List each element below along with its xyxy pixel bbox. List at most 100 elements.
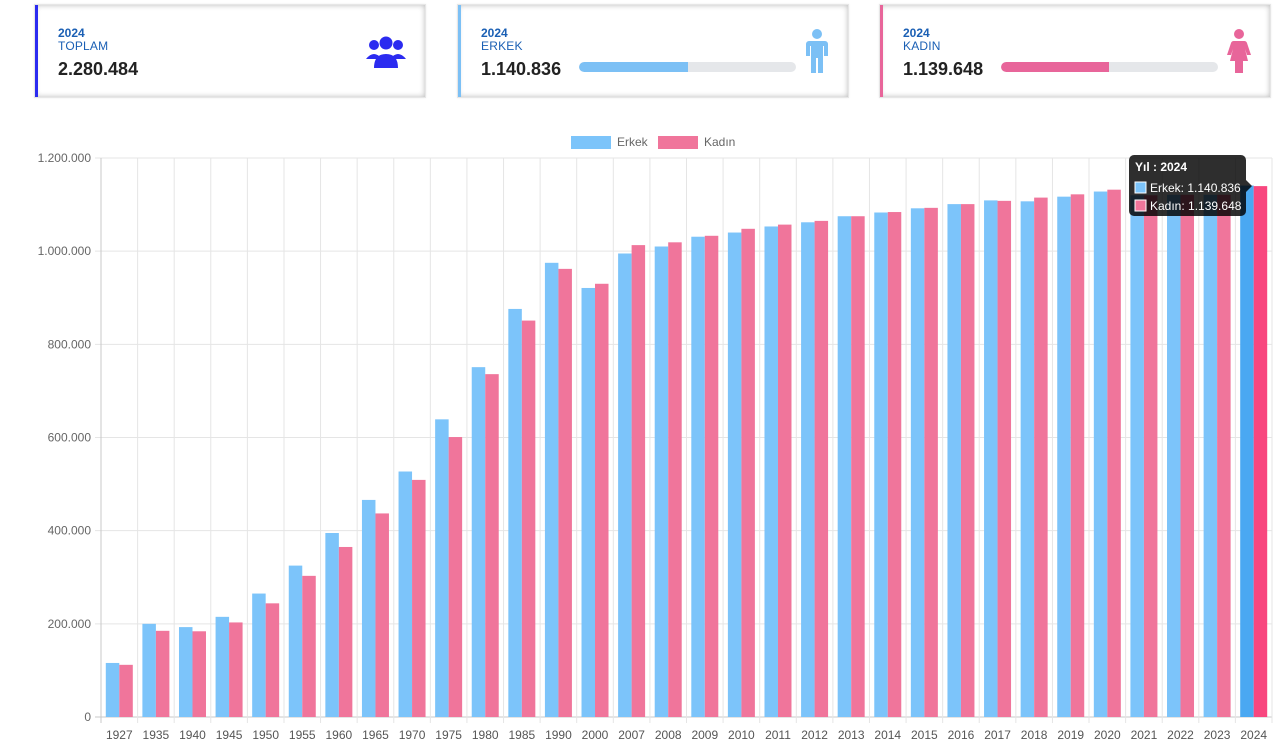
legend-swatch-1[interactable] (658, 136, 698, 149)
bar-erkek-2007[interactable] (618, 253, 632, 717)
bar-erkek-1940[interactable] (178, 627, 193, 717)
bar-kadn-2016[interactable] (960, 204, 975, 717)
bar-kadn-2024[interactable] (1253, 186, 1268, 717)
bar-erkek-2011[interactable] (764, 226, 778, 717)
chart-legend[interactable]: Erkek Kadın (571, 135, 735, 149)
x-tick-label: 1985 (508, 728, 535, 742)
bar-erkek-2009[interactable] (691, 236, 705, 717)
bar-erkek-1965[interactable] (361, 499, 376, 717)
bar-kadn-1960[interactable] (338, 546, 353, 717)
female-card: 2024 KADIN 1.139.648 (879, 4, 1271, 98)
bar-kadn-2007[interactable] (631, 245, 646, 717)
chart-bars[interactable] (105, 185, 1268, 718)
bar-kadn-2020[interactable] (1107, 189, 1121, 718)
x-tick-label: 1990 (545, 728, 572, 742)
bar-kadn-1990[interactable] (558, 268, 572, 717)
bar-erkek-2024[interactable] (1240, 185, 1254, 718)
male-card: 2024 ERKEK 1.140.836 (457, 4, 849, 98)
bar-kadn-2010[interactable] (741, 228, 755, 717)
chart-tooltip: Yıl : 2024 Erkek: 1.140.836 Kadın: 1.139.6… (1129, 155, 1252, 216)
bar-erkek-2017[interactable] (984, 200, 998, 717)
legend-swatch-0[interactable] (571, 136, 611, 149)
bar-kadn-1955[interactable] (302, 575, 316, 717)
bar-erkek-2018[interactable] (1020, 201, 1035, 717)
bar-erkek-2014[interactable] (874, 212, 888, 717)
bar-kadn-2009[interactable] (704, 235, 719, 717)
bar-kadn-2008[interactable] (668, 242, 682, 717)
x-tick-label: 1950 (252, 728, 279, 742)
bar-kadn-2017[interactable] (997, 200, 1012, 717)
x-tick-label: 1955 (289, 728, 316, 742)
male-card-year: 2024 (481, 26, 508, 40)
bar-erkek-1950[interactable] (252, 593, 266, 717)
bar-erkek-2013[interactable] (837, 216, 852, 717)
total-card: 2024 TOPLAM 2.280.484 (34, 4, 426, 98)
bar-kadn-2018[interactable] (1034, 197, 1048, 717)
bar-erkek-1985[interactable] (508, 308, 522, 717)
bar-kadn-1935[interactable] (155, 630, 170, 717)
bar-erkek-2020[interactable] (1093, 191, 1108, 717)
x-tick-label: 2010 (728, 728, 755, 742)
bar-kadn-2023[interactable] (1217, 194, 1231, 717)
bar-erkek-2016[interactable] (947, 204, 961, 717)
bar-kadn-1980[interactable] (485, 374, 499, 717)
bar-kadn-1940[interactable] (192, 631, 206, 717)
bar-kadn-1965[interactable] (375, 513, 389, 717)
bar-kadn-1975[interactable] (448, 437, 463, 717)
x-tick-label: 1965 (362, 728, 389, 742)
bar-erkek-1990[interactable] (544, 262, 559, 717)
bar-kadn-1950[interactable] (265, 603, 280, 717)
x-tick-label: 1980 (472, 728, 499, 742)
x-tick-label: 2021 (1131, 728, 1158, 742)
bar-kadn-2000[interactable] (595, 283, 609, 717)
bar-erkek-2021[interactable] (1130, 195, 1144, 717)
bar-kadn-1945[interactable] (229, 622, 243, 717)
x-tick-label: 1960 (326, 728, 353, 742)
tooltip-swatch-1 (1134, 199, 1147, 212)
bar-erkek-2000[interactable] (581, 287, 596, 717)
y-axis-ticks: 0 200.000 400.000 600.000 800.000 1.000.000 1.… (38, 151, 92, 724)
chart-grid (95, 157, 1273, 723)
bar-kadn-1927[interactable] (119, 664, 133, 717)
bar-erkek-2022[interactable] (1167, 194, 1181, 717)
female-progress-track (1001, 62, 1218, 72)
bar-erkek-2010[interactable] (727, 232, 742, 717)
x-tick-label: 2022 (1167, 728, 1194, 742)
bar-kadn-2014[interactable] (887, 212, 902, 717)
total-card-value: 2.280.484 (58, 59, 139, 79)
bar-erkek-1927[interactable] (105, 662, 120, 717)
bar-kadn-2022[interactable] (1180, 194, 1195, 717)
bar-kadn-2011[interactable] (777, 224, 792, 717)
x-tick-label: 2024 (1240, 728, 1267, 742)
legend-label-1[interactable]: Kadın (704, 135, 735, 149)
bar-erkek-1935[interactable] (142, 623, 156, 717)
bar-kadn-2015[interactable] (924, 207, 938, 717)
x-tick-label: 2012 (801, 728, 828, 742)
bar-kadn-2021[interactable] (1143, 195, 1158, 717)
bar-erkek-2019[interactable] (1057, 196, 1071, 717)
bar-erkek-1955[interactable] (288, 565, 303, 717)
bar-kadn-2019[interactable] (1070, 194, 1085, 718)
bar-erkek-1975[interactable] (435, 419, 449, 717)
bar-erkek-2015[interactable] (910, 208, 925, 717)
population-bar-chart: 0 200.000 400.000 600.000 800.000 1.000.000 1.… (38, 135, 1273, 742)
x-tick-label: 2011 (765, 728, 791, 742)
x-tick-label: 2018 (1021, 728, 1048, 742)
bar-erkek-1945[interactable] (215, 616, 230, 717)
bar-kadn-2013[interactable] (851, 216, 865, 717)
bar-erkek-1960[interactable] (325, 532, 339, 717)
bar-erkek-1970[interactable] (398, 471, 413, 717)
bar-erkek-2023[interactable] (1203, 194, 1218, 717)
male-progress-fill (579, 62, 688, 72)
bar-kadn-1970[interactable] (412, 479, 426, 717)
tooltip-swatch-0 (1134, 181, 1147, 194)
x-tick-label: 2017 (984, 728, 1011, 742)
legend-label-0[interactable]: Erkek (617, 135, 649, 149)
bar-erkek-1980[interactable] (471, 367, 486, 717)
bar-erkek-2008[interactable] (654, 246, 669, 717)
bar-kadn-2012[interactable] (814, 220, 829, 717)
y-tick-label: 200.000 (48, 617, 92, 631)
bar-kadn-1985[interactable] (521, 320, 536, 717)
bar-erkek-2012[interactable] (801, 222, 815, 717)
female-card-value: 1.139.648 (903, 59, 984, 79)
